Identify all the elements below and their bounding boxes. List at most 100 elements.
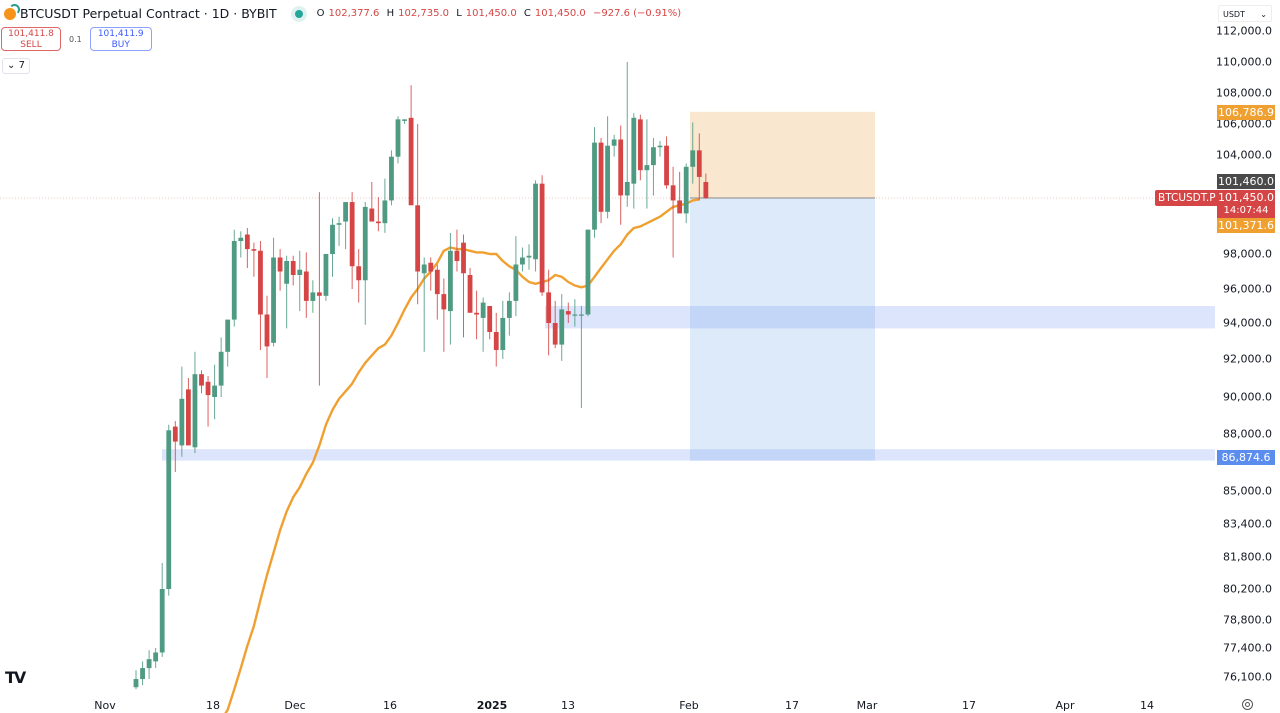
- candle: [146, 659, 152, 669]
- price-tick: 108,000.0: [1216, 86, 1272, 100]
- candle: [349, 202, 355, 267]
- price-tick: 76,100.0: [1223, 670, 1272, 684]
- candle: [696, 150, 702, 177]
- high-value: 102,735.0: [398, 8, 450, 19]
- candle: [448, 250, 453, 312]
- price-tick: 78,800.0: [1223, 613, 1272, 627]
- ema-price-label: 101,371.6: [1217, 218, 1275, 233]
- candle: [395, 119, 401, 157]
- candle: [303, 271, 309, 301]
- price-tick: 112,000.0: [1216, 24, 1272, 38]
- symbol-price-tag: BTCUSDT.P: [1155, 190, 1219, 206]
- time-tick: Apr: [1055, 699, 1075, 712]
- candle: [624, 181, 630, 196]
- buy-button[interactable]: 101,411.9 BUY: [89, 27, 152, 51]
- candle: [297, 269, 303, 275]
- support-band-upper[interactable]: [545, 306, 1215, 329]
- symbol-legend: BTCUSDT Perpetual Contract · 1D · BYBIT …: [4, 3, 685, 21]
- time-tick: 16: [383, 699, 397, 712]
- candle: [382, 200, 388, 224]
- candle: [474, 312, 479, 315]
- sell-button[interactable]: 101,411.8 SELL: [1, 27, 61, 51]
- settings-gear-icon[interactable]: [1242, 699, 1253, 710]
- candle: [454, 250, 460, 261]
- time-tick: Dec: [284, 699, 306, 712]
- candle: [271, 257, 276, 343]
- candle: [192, 374, 198, 448]
- candle: [133, 679, 139, 688]
- candle: [605, 145, 610, 212]
- candle: [186, 389, 191, 446]
- candle: [408, 117, 414, 206]
- candle: [520, 257, 525, 265]
- candle: [506, 300, 512, 318]
- time-tick: 2025: [476, 699, 508, 712]
- candle: [336, 223, 342, 225]
- bybit-coin-icon: [4, 3, 20, 20]
- buy-label: BUY: [111, 40, 130, 50]
- candle: [218, 351, 224, 386]
- candle: [651, 147, 656, 166]
- time-tick: Nov: [94, 699, 116, 712]
- currency-label: USDT: [1223, 10, 1245, 19]
- candle: [611, 139, 617, 146]
- candle: [238, 237, 244, 242]
- sell-price: 101,411.8: [8, 29, 54, 39]
- symbol-title[interactable]: BTCUSDT Perpetual Contract · 1D · BYBIT: [20, 6, 277, 21]
- candle: [317, 292, 322, 296]
- target-zone[interactable]: [690, 111, 875, 198]
- candle: [546, 292, 552, 323]
- time-tick: 18: [206, 699, 220, 712]
- indicators-toggle-button[interactable]: ⌄ 7: [2, 58, 30, 74]
- candle: [343, 202, 348, 222]
- candle: [592, 142, 597, 230]
- candle: [244, 234, 250, 250]
- candle: [631, 117, 637, 184]
- quick-trade-panel: 101,411.8 SELL 0.1 101,411.9 BUY: [1, 27, 152, 51]
- bar-countdown: 14:07:44: [1223, 205, 1269, 216]
- candle: [559, 309, 565, 345]
- buy-price: 101,411.9: [97, 29, 144, 39]
- support-band-lower[interactable]: [162, 449, 1215, 461]
- ohlc-values: O 102,377.6 H 102,735.0 L 101,450.0 C 101,45…: [316, 8, 682, 19]
- candle: [172, 426, 178, 442]
- candle: [258, 250, 263, 315]
- change-value: −927.6 (−0.91%): [592, 8, 682, 19]
- candle: [264, 314, 270, 347]
- price-tick: 83,400.0: [1223, 517, 1272, 531]
- candle: [251, 249, 257, 251]
- candle: [323, 254, 329, 296]
- candle: [284, 261, 290, 284]
- tradingview-logo[interactable]: TV: [5, 668, 26, 687]
- candle: [290, 261, 296, 275]
- time-tick: Mar: [856, 699, 878, 712]
- last-price-label: 101,450.0 14:07:44: [1217, 190, 1275, 218]
- candle: [153, 652, 159, 662]
- candle: [402, 119, 407, 121]
- candle: [330, 224, 335, 254]
- low-value: 101,450.0: [465, 8, 517, 19]
- candle: [389, 156, 394, 201]
- price-tick: 94,000.0: [1223, 316, 1272, 330]
- candle: [677, 200, 683, 214]
- price-tick: 110,000.0: [1216, 55, 1272, 69]
- currency-selector[interactable]: USDT ⌄: [1218, 5, 1272, 22]
- market-open-status-icon: [294, 9, 303, 18]
- indicator-count: 7: [18, 60, 25, 71]
- candle: [310, 292, 316, 301]
- time-tick: 13: [561, 699, 575, 712]
- chevron-down-icon: ⌄: [1260, 10, 1267, 19]
- candle: [572, 314, 578, 316]
- candle: [205, 381, 211, 396]
- price-tick: 80,200.0: [1223, 582, 1272, 596]
- last-price-value: 101,450.0: [1218, 191, 1274, 204]
- candle: [493, 332, 499, 350]
- price-tick: 104,000.0: [1216, 148, 1272, 162]
- ema-line[interactable]: [221, 198, 700, 713]
- candle: [199, 374, 204, 386]
- sell-label: SELL: [20, 40, 42, 50]
- candle: [487, 306, 493, 332]
- price-tick: 88,000.0: [1223, 427, 1272, 441]
- candle: [277, 257, 283, 272]
